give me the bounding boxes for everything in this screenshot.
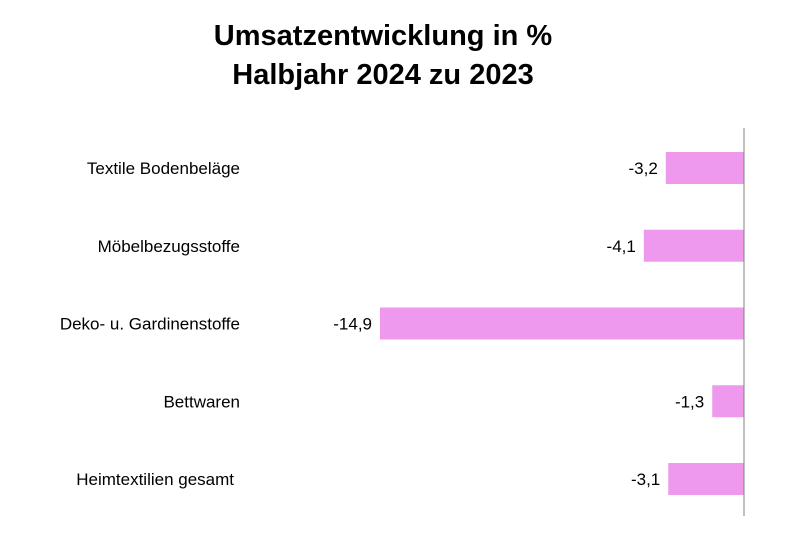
category-label-1: Möbelbezugsstoffe bbox=[98, 237, 240, 256]
category-label-4: Heimtextilien gesamt bbox=[76, 470, 234, 489]
chart-title-line-1: Umsatzentwicklung in % bbox=[214, 20, 553, 52]
bar-4 bbox=[668, 463, 744, 495]
value-label-2: -14,9 bbox=[333, 315, 372, 334]
value-label-0: -3,2 bbox=[629, 159, 658, 178]
category-label-3: Bettwaren bbox=[163, 392, 240, 411]
bar-0 bbox=[665, 152, 744, 184]
bar-2 bbox=[380, 307, 744, 340]
value-label-4: -3,1 bbox=[631, 470, 660, 489]
bars-group: -3,2 Textile Bodenbeläge -4,1 Möbelbezugsst… bbox=[60, 152, 744, 495]
chart-title-line-2: Halbjahr 2024 zu 2023 bbox=[232, 59, 533, 91]
bar-1 bbox=[643, 229, 744, 262]
category-label-2: Deko- u. Gardinenstoffe bbox=[60, 315, 240, 334]
value-label-3: -1,3 bbox=[675, 392, 704, 411]
value-label-1: -4,1 bbox=[607, 237, 636, 256]
bar-3 bbox=[712, 385, 744, 418]
category-label-0: Textile Bodenbeläge bbox=[87, 159, 240, 178]
